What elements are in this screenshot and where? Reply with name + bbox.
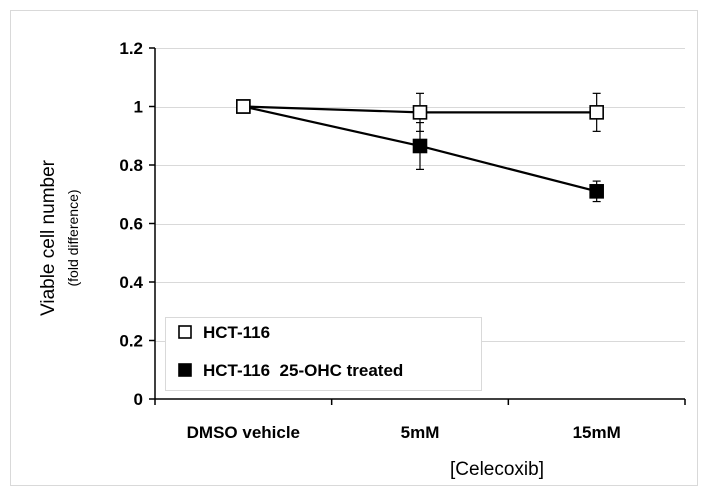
legend-label-hct116: HCT-116 <box>203 323 270 342</box>
x-axis-label: [Celecoxib] <box>450 459 544 480</box>
data-point-0-0 <box>237 100 250 113</box>
legend-marker-filled-square <box>179 364 191 376</box>
legend: HCT-116 HCT-116 25-OHC treated <box>166 318 482 391</box>
y-tick-label-5: 1 <box>134 98 143 117</box>
legend-label-hct116-25ohc: HCT-116 25-OHC treated <box>203 361 403 380</box>
data-point-0-1 <box>414 106 427 119</box>
y-axis-label: Viable cell number <box>38 159 59 316</box>
y-tick-label-4: 0.8 <box>119 156 143 175</box>
x-tick-label-2: 15mM <box>573 423 621 442</box>
x-tick-label-0: DMSO vehicle <box>187 423 300 442</box>
data-point-0-2 <box>590 106 603 119</box>
y-tick-label-3: 0.6 <box>119 215 143 234</box>
chart-frame <box>11 11 698 486</box>
legend-marker-open-square <box>179 326 191 338</box>
data-point-1-2 <box>590 185 603 198</box>
y-tick-label-0: 0 <box>134 390 143 409</box>
y-tick-label-1: 0.2 <box>119 332 143 351</box>
y-axis-sublabel: (fold difference) <box>65 189 81 286</box>
x-tick-label-1: 5mM <box>401 423 440 442</box>
y-tick-label-6: 1.2 <box>119 39 143 58</box>
data-point-1-1 <box>414 139 427 152</box>
y-tick-label-2: 0.4 <box>119 273 143 292</box>
